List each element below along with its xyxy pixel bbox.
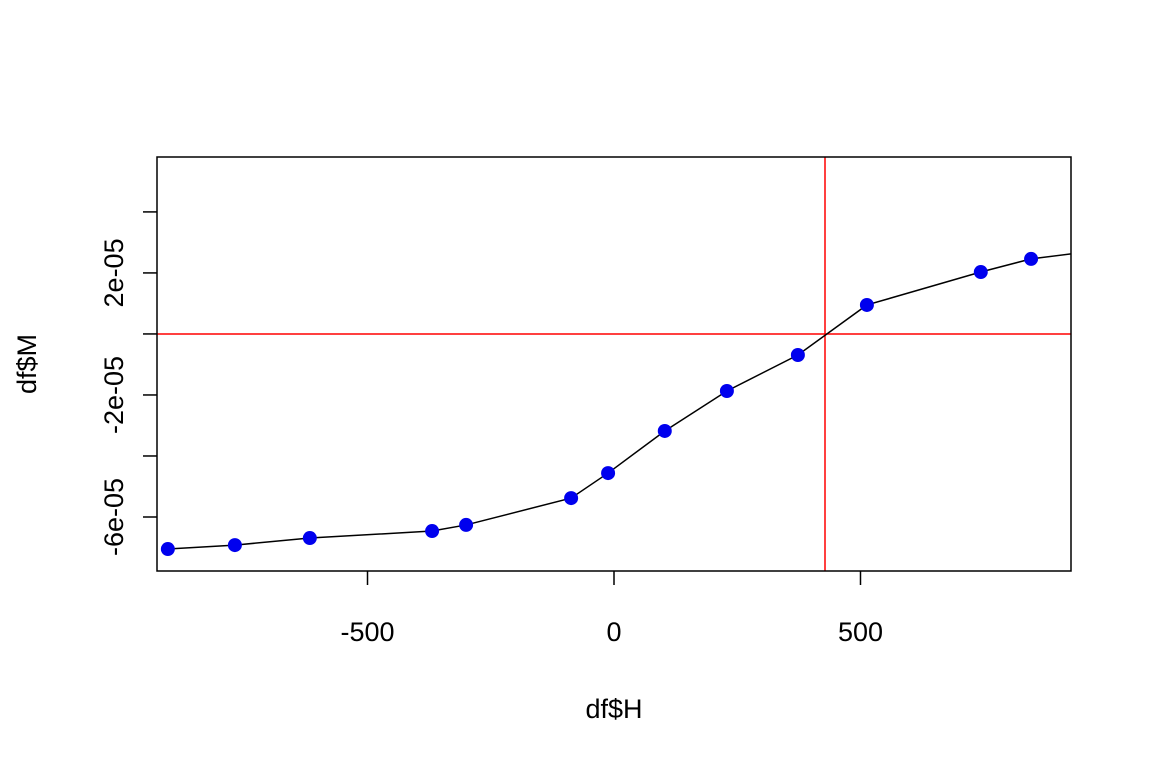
point	[564, 491, 579, 506]
point	[1024, 251, 1039, 266]
plot-area	[157, 157, 1114, 571]
point	[302, 531, 317, 546]
point	[227, 538, 242, 553]
x-tick-label: -500	[340, 617, 394, 647]
point	[973, 265, 988, 280]
point	[459, 517, 474, 532]
point	[1100, 242, 1114, 256]
point	[425, 524, 440, 539]
point	[719, 384, 734, 398]
x-tick-label: 0	[606, 617, 621, 647]
y-tick-label: 2e-05	[99, 238, 129, 307]
point	[790, 348, 805, 362]
point	[859, 297, 874, 312]
y-axis-label: df$M	[12, 334, 42, 394]
point	[657, 423, 672, 438]
x-axis-label: df$H	[585, 694, 642, 724]
x-tick-label: 500	[838, 617, 883, 647]
series-line	[167, 253, 1071, 550]
point	[160, 542, 175, 557]
y-tick-label: -6e-05	[99, 478, 129, 556]
y-tick-label: -2e-05	[99, 356, 129, 434]
point	[601, 466, 616, 481]
plot-frame	[156, 156, 1072, 572]
